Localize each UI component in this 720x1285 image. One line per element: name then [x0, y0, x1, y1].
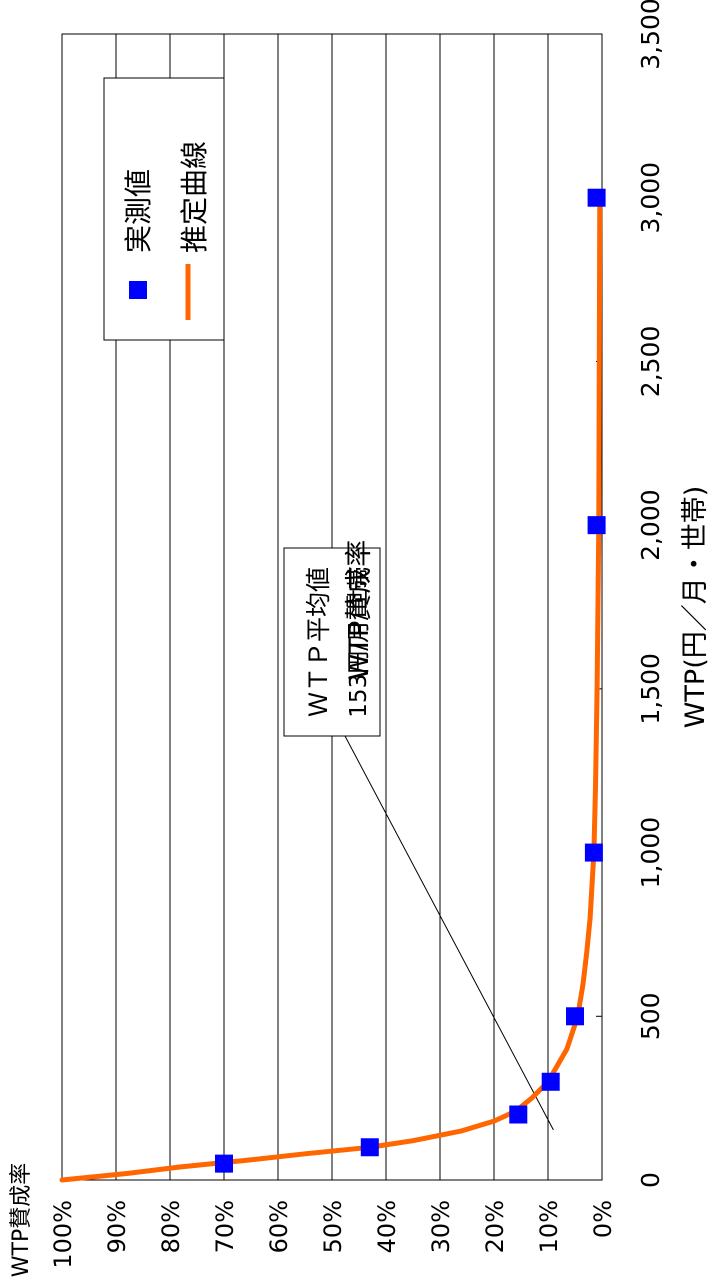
measured-point [509, 1106, 527, 1124]
x-tick-label: 500 [636, 992, 665, 1040]
measured-point [361, 1138, 379, 1156]
measured-point [566, 1007, 584, 1025]
legend: 実測値 推定曲線 [104, 78, 224, 340]
y-tick-label: 80% [157, 1200, 185, 1253]
x-tick-label: 3,000 [636, 162, 665, 234]
y-tick-label: 50% [319, 1200, 347, 1253]
measured-point [588, 189, 606, 207]
y-tick-label: 20% [481, 1200, 509, 1253]
x-tick-label: 2,000 [636, 489, 665, 561]
y-axis-title: WTP賛成率 [9, 1163, 34, 1277]
measured-point [215, 1155, 233, 1173]
x-tick-label: 3,500 [636, 0, 665, 70]
y-tick-label: 30% [427, 1200, 455, 1253]
y-tick-label: 0% [589, 1200, 617, 1238]
legend-measured-label: 実測値 [122, 169, 155, 253]
x-tick-label: 1,500 [636, 653, 665, 725]
measured-point [542, 1073, 560, 1091]
x-axis-ticks: 0 500 1,000 1,500 2,000 2,500 3,000 3,500 [596, 0, 665, 1188]
measured-point [585, 844, 603, 862]
x-axis-title: WTP(円／月・世帯) [680, 486, 711, 729]
x-tick-label: 1,000 [636, 817, 665, 889]
legend-measured-swatch [129, 281, 147, 299]
y-tick-label: 70% [211, 1200, 239, 1253]
annotation-line-1: ＷＴＰ平均値 [304, 567, 333, 717]
x-tick-label: 2,500 [636, 326, 665, 398]
measured-point [588, 516, 606, 534]
y-axis-ticks: 0% 10% 20% 30% 40% 50% 60% 70% 80% 90% 100% [49, 1200, 617, 1269]
x-tick-label: 0 [636, 1172, 665, 1188]
y-tick-label: 40% [373, 1200, 401, 1253]
y-tick-label: 10% [535, 1200, 563, 1253]
chart-title: WTP賛成率 [344, 540, 375, 680]
legend-estimated-label: 推定曲線 [178, 141, 211, 253]
y-tick-label: 90% [103, 1200, 131, 1253]
y-tick-label: 60% [265, 1200, 293, 1253]
y-tick-label: 100% [49, 1200, 77, 1269]
